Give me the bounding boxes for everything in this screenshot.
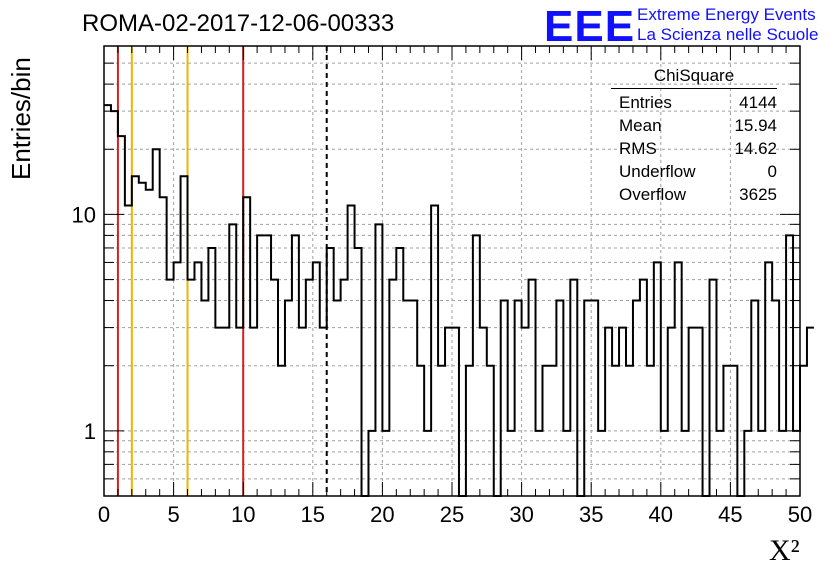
stats-label: RMS <box>619 139 657 158</box>
x-tick-label: 35 <box>579 502 603 527</box>
x-axis-label: X² <box>769 534 800 567</box>
logo-mark: EEE <box>544 2 636 51</box>
stats-title: ChiSquare <box>611 66 777 89</box>
stats-label: Entries <box>619 93 672 112</box>
y-tick-label: 1 <box>84 419 96 444</box>
stats-value: 14.62 <box>734 139 777 158</box>
x-tick-label: 15 <box>301 502 325 527</box>
x-tick-label: 40 <box>649 502 673 527</box>
stats-value: 0 <box>767 162 777 181</box>
stats-value: 15.94 <box>734 116 777 135</box>
chart-title: ROMA-02-2017-12-06-00333 <box>82 10 395 37</box>
stats-label: Underflow <box>619 162 696 181</box>
logo-line-2: La Scienza nelle Scuole <box>637 25 819 44</box>
x-tick-label: 30 <box>509 502 533 527</box>
x-tick-label: 20 <box>370 502 394 527</box>
x-tick-label: 5 <box>167 502 179 527</box>
logo-line-1: Extreme Energy Events <box>637 5 816 24</box>
stats-row-entries: Entries 4144 <box>611 91 777 114</box>
x-tick-label: 10 <box>231 502 255 527</box>
stats-box: ChiSquare Entries 4144 Mean 15.94 RMS 14… <box>611 66 777 206</box>
x-tick-label: 45 <box>718 502 742 527</box>
y-tick-label: 10 <box>72 202 96 227</box>
histogram-line <box>104 104 814 497</box>
stats-row-underflow: Underflow 0 <box>611 160 777 183</box>
x-tick-label: 50 <box>788 502 812 527</box>
stats-value: 3625 <box>739 185 777 204</box>
stats-label: Mean <box>619 116 662 135</box>
x-tick-label: 0 <box>98 502 110 527</box>
stats-value: 4144 <box>739 93 777 112</box>
stats-row-mean: Mean 15.94 <box>611 114 777 137</box>
stats-row-overflow: Overflow 3625 <box>611 183 777 206</box>
stats-row-rms: RMS 14.62 <box>611 137 777 160</box>
x-tick-label: 25 <box>440 502 464 527</box>
stats-label: Overflow <box>619 185 687 204</box>
